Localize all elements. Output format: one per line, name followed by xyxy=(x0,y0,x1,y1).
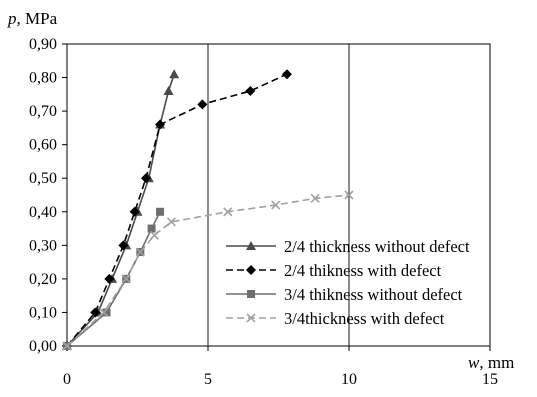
x-marker-stroke xyxy=(166,217,176,227)
diamond-marker xyxy=(155,119,166,130)
x-marker-stroke xyxy=(135,247,145,257)
diamond-marker xyxy=(129,206,140,217)
y-tick-label: 0,40 xyxy=(29,204,57,221)
y-tick-label: 0,70 xyxy=(29,103,57,120)
triangle-marker xyxy=(169,69,180,79)
legend: 2/4 thickness without defect 2/4 thikness… xyxy=(226,237,470,328)
diamond-marker xyxy=(245,85,256,96)
y-axis-label: p, MPa xyxy=(7,9,58,28)
x-axis-label: w, mm xyxy=(468,353,514,372)
x-marker-stroke xyxy=(223,207,233,217)
x-marker xyxy=(121,274,131,284)
x-marker xyxy=(99,307,109,318)
legend-item-2: 2/4 thikness with defect xyxy=(226,261,442,280)
diamond-marker xyxy=(90,307,101,318)
square-marker xyxy=(102,308,111,317)
diamond-marker xyxy=(197,99,208,110)
x-marker xyxy=(344,190,354,200)
legend-item-1: 2/4 thickness without defect xyxy=(226,237,470,256)
y-tick-label: 0,60 xyxy=(29,137,57,154)
y-tick-labels: 0,00 0,10 0,20 0,30 0,40 0,50 0,60 0,70 0,80 0,90 xyxy=(29,36,57,355)
legend-label: 3/4 thikness without defect xyxy=(284,285,463,304)
x-marker-stroke xyxy=(246,313,256,323)
x-marker xyxy=(62,341,72,351)
y-tick-label: 0,20 xyxy=(29,271,57,288)
series-line xyxy=(66,194,350,347)
axes xyxy=(62,43,491,351)
x-marker-stroke xyxy=(149,230,159,240)
x-marker xyxy=(149,230,159,240)
plot-border xyxy=(66,43,491,347)
square-marker xyxy=(247,290,255,298)
x-marker-stroke xyxy=(121,274,131,284)
x-marker-stroke xyxy=(310,193,320,203)
diamond-marker xyxy=(246,265,256,275)
y-tick-label: 0,50 xyxy=(29,170,57,187)
x-marker xyxy=(271,200,281,210)
legend-item-3: 3/4 thikness without defect xyxy=(226,285,463,304)
series-2 xyxy=(62,69,292,351)
x-tick-label: 15 xyxy=(482,371,498,388)
x-marker xyxy=(310,193,320,203)
x-marker-stroke xyxy=(99,307,109,318)
legend-label: 2/4 thikness with defect xyxy=(284,261,442,280)
y-tick-label: 0,90 xyxy=(29,36,57,53)
x-tick-label: 5 xyxy=(204,371,212,388)
diamond-marker xyxy=(140,173,151,184)
y-tick-label: 0,00 xyxy=(29,338,57,355)
series-4 xyxy=(62,190,354,351)
y-tick-label: 0,80 xyxy=(29,70,57,87)
x-tick-label: 0 xyxy=(63,371,71,388)
x-marker xyxy=(223,207,233,217)
data-series xyxy=(62,69,354,351)
diamond-marker xyxy=(104,273,115,284)
y-tick-label: 0,30 xyxy=(29,237,57,254)
x-marker xyxy=(166,217,176,227)
triangle-marker xyxy=(163,85,174,95)
legend-item-4: 3/4thickness with defect xyxy=(226,309,445,328)
x-marker xyxy=(135,247,145,257)
x-marker-stroke xyxy=(271,200,281,210)
diamond-marker xyxy=(118,240,129,251)
x-marker-stroke xyxy=(344,190,354,200)
legend-label: 3/4thickness with defect xyxy=(284,309,445,328)
x-marker xyxy=(246,313,256,323)
square-marker xyxy=(156,207,165,216)
y-tick-label: 0,10 xyxy=(29,304,57,321)
square-marker xyxy=(147,224,156,233)
triangle-marker xyxy=(246,241,256,250)
series-line xyxy=(66,73,288,347)
x-tick-labels: 0 5 10 15 xyxy=(63,371,498,388)
diamond-marker xyxy=(281,69,292,80)
x-tick-label: 10 xyxy=(341,371,357,388)
legend-label: 2/4 thickness without defect xyxy=(284,237,470,256)
x-marker-stroke xyxy=(62,341,72,351)
